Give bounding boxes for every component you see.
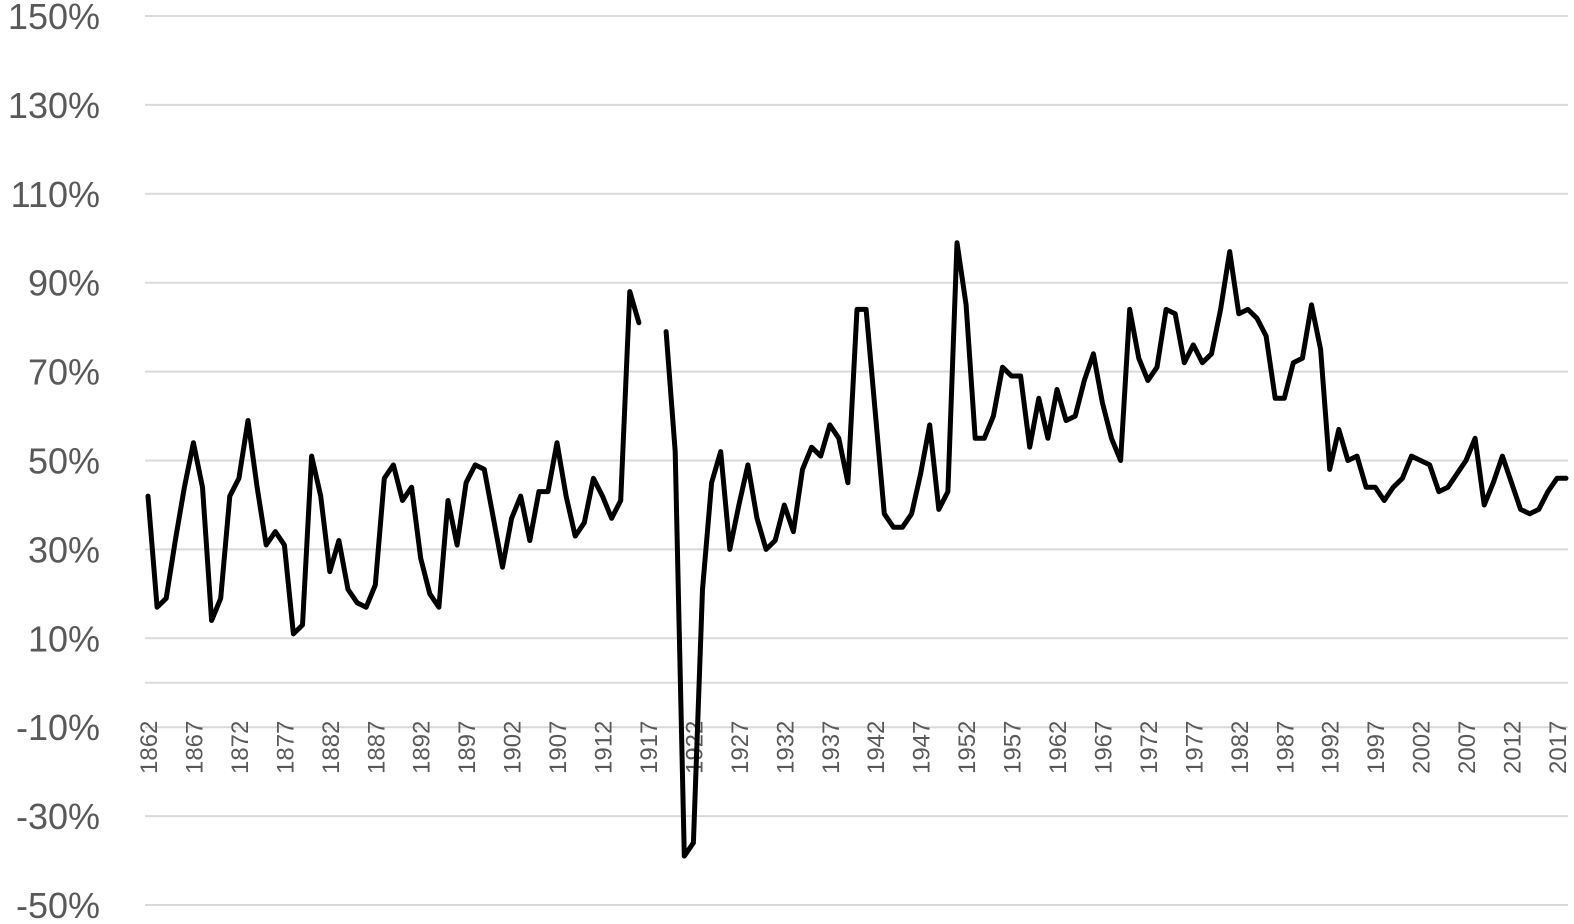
x-tick-label: 1947	[909, 721, 936, 774]
x-tick-label: 1952	[954, 721, 981, 774]
y-tick-label: 90%	[28, 263, 100, 304]
y-tick-label: -10%	[16, 707, 100, 748]
y-tick-label: 150%	[8, 0, 100, 37]
x-tick-label: 1962	[1045, 721, 1072, 774]
x-tick-label: 2017	[1545, 721, 1572, 774]
series-line-segment	[663, 240, 1569, 859]
x-tick-label: 1987	[1272, 721, 1299, 774]
x-tick-label: 1867	[181, 721, 208, 774]
y-tick-label: 110%	[11, 174, 100, 215]
y-tick-label: 10%	[28, 618, 100, 659]
gridlines	[145, 15, 1568, 906]
x-tick-label: 1907	[545, 721, 572, 774]
x-tick-label: 1897	[454, 721, 481, 774]
x-tick-label: 1977	[1181, 721, 1208, 774]
x-tick-label: 2002	[1409, 721, 1436, 774]
x-tick-label: 1997	[1363, 721, 1390, 774]
series-line-segment	[145, 289, 642, 637]
x-tick-label: 1927	[727, 721, 754, 774]
x-tick-label: 1917	[636, 721, 663, 774]
y-tick-label: 30%	[28, 529, 100, 570]
y-axis-tick-labels: 150% 130% 110% 90% 70% 50% 30% 10% -10% -30% -50%	[8, 0, 100, 924]
x-tick-label: 1862	[136, 721, 163, 774]
x-tick-label: 1942	[863, 721, 890, 774]
y-tick-label: 50%	[28, 441, 100, 482]
x-tick-label: 1967	[1090, 721, 1117, 774]
x-tick-label: 1932	[772, 721, 799, 774]
y-tick-label: 130%	[8, 85, 100, 126]
x-tick-label: 1937	[818, 721, 845, 774]
x-tick-label: 1892	[409, 721, 436, 774]
x-tick-label: 2007	[1454, 721, 1481, 774]
x-tick-label: 1872	[227, 721, 254, 774]
x-tick-label: 1882	[318, 721, 345, 774]
x-tick-label: 2012	[1500, 721, 1527, 774]
x-tick-label: 1992	[1318, 721, 1345, 774]
x-axis-tick-labels: 1862 1867 1872 1877 1882 1887 1892 1897 1902 1907…	[136, 721, 1572, 774]
x-tick-label: 1982	[1227, 721, 1254, 774]
y-tick-label: -50%	[16, 885, 100, 924]
x-tick-label: 1957	[1000, 721, 1027, 774]
series-layer	[145, 240, 1569, 859]
x-tick-label: 1877	[272, 721, 299, 774]
y-tick-label: -30%	[16, 796, 100, 837]
x-tick-label: 1887	[363, 721, 390, 774]
y-tick-label: 70%	[28, 352, 100, 393]
x-tick-label: 1902	[500, 721, 527, 774]
x-tick-label: 1972	[1136, 721, 1163, 774]
x-tick-label: 1912	[591, 721, 618, 774]
